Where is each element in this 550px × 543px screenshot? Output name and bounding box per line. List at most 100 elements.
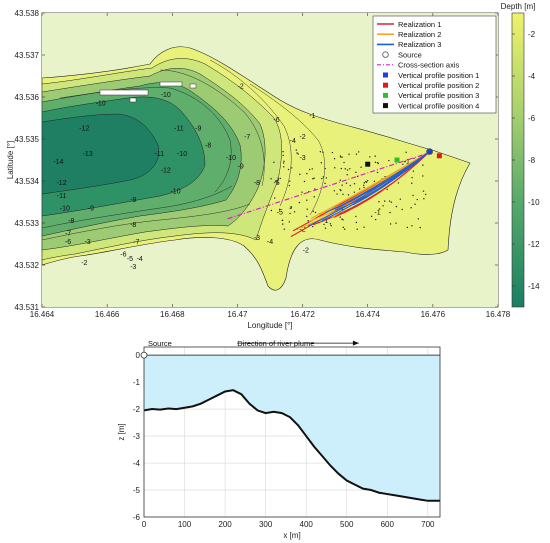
map-x-tick-label: 16.472	[290, 310, 315, 319]
shoal-dot	[353, 183, 356, 185]
shoal-dot	[366, 180, 369, 182]
shoal-dot	[314, 211, 317, 214]
contour-line	[249, 83, 325, 216]
colorbar-tick-label: -8	[528, 156, 536, 165]
shoal-dot	[321, 177, 323, 180]
water-column-area	[144, 355, 440, 501]
colorbar: Depth [m] -2 -4 -6 -8 -10 -12 -14	[501, 2, 540, 308]
plume-direction-arrowhead	[352, 340, 359, 346]
shoal-dot	[342, 219, 344, 221]
legend-label: Vertical profile position 2	[398, 81, 479, 90]
shoal-dot	[378, 201, 380, 203]
shoal-dot	[324, 227, 327, 229]
plume-track	[337, 151, 430, 208]
contour-label: -10	[96, 100, 106, 107]
shoal-dot	[312, 210, 314, 213]
map-x-tick-label: 16.47	[227, 310, 248, 319]
contour-label: -2	[238, 84, 244, 91]
shoal-dot	[349, 184, 352, 187]
shoal-dot	[411, 182, 413, 184]
source-marker	[140, 351, 148, 359]
shoal-dot	[290, 206, 292, 208]
shoal-dot	[345, 182, 348, 184]
colorbar-tick-label: -6	[528, 114, 536, 123]
map-y-axis: 43.531 43.532 43.533 43.534 43.535 43.536 43.5…	[15, 9, 498, 312]
profile-y-axis: 0 -1 -2 -3 -4 -5 -6	[133, 351, 141, 522]
contour-label: -2	[81, 260, 87, 267]
map-y-tick-label: 43.534	[15, 177, 40, 186]
legend-label: Realization 1	[398, 20, 441, 29]
contour-label: -7	[65, 231, 71, 238]
contour-label: -8	[254, 180, 260, 187]
shoal-dot	[282, 150, 284, 153]
shoal-dot	[282, 162, 285, 164]
shoal-dot	[339, 216, 341, 218]
contour-label: -8	[68, 218, 74, 225]
shoal-dot	[322, 176, 325, 178]
legend-item: Vertical profile position 3	[383, 91, 479, 100]
shoal-dot	[289, 212, 291, 215]
contour-label: -7	[133, 239, 139, 246]
shoal-dot	[382, 205, 384, 207]
shoal-dot	[344, 228, 346, 230]
shoal-dot	[287, 168, 290, 171]
shoal-dot	[289, 180, 291, 182]
shoal-dot	[279, 177, 281, 180]
contour-label: -9	[88, 205, 94, 212]
plume-track	[353, 151, 430, 200]
map-x-axis: 16.464 16.466 16.468 16.47 16.472 16.474 16.47…	[30, 13, 511, 319]
shoal-dot	[370, 215, 373, 218]
contour-label: -12	[161, 168, 171, 175]
contour-label: -11	[154, 151, 164, 158]
contour-label: -6	[273, 117, 279, 124]
shoal-dot	[313, 177, 315, 179]
contour-label: -9	[195, 126, 201, 133]
shoal-dot	[276, 182, 279, 184]
map-x-tick-label: 16.478	[486, 310, 511, 319]
shoal-dot	[311, 225, 314, 228]
shoal-dot	[298, 201, 301, 204]
shoal-dot	[412, 194, 414, 197]
shoal-dot	[319, 151, 322, 153]
shoal-dot	[342, 193, 344, 195]
colorbar-tick-label: -12	[528, 240, 540, 249]
shoal-dot	[270, 209, 273, 212]
shoal-dot	[341, 156, 343, 158]
profile-position-marker	[365, 161, 371, 167]
contour-label: -3	[299, 155, 305, 162]
contour-label: -8	[130, 222, 136, 229]
shoal-dot	[399, 198, 402, 200]
breakwater	[99, 89, 149, 96]
shoal-dot	[358, 151, 360, 153]
shoal-dot	[417, 218, 419, 220]
contour-label: -11	[174, 126, 184, 133]
legend-item: Vertical profile position 2	[383, 81, 479, 90]
shoal-dot	[288, 221, 290, 223]
shoal-dot	[290, 207, 293, 209]
shoal-dot	[355, 215, 357, 218]
shoal-dot	[342, 226, 345, 229]
shoal-dot	[411, 176, 413, 179]
colorbar-tick-label: -2	[528, 30, 536, 39]
shoal-dot	[349, 168, 351, 170]
shoal-dot	[424, 193, 427, 196]
profile-y-tick-label: -2	[133, 405, 141, 414]
shoal-dot	[363, 226, 365, 228]
shoal-dot	[355, 171, 357, 174]
profile-panel: Source Direction of river plume 0 100 200 3…	[117, 339, 441, 540]
shoal-dot	[422, 164, 424, 166]
source-marker	[426, 148, 434, 156]
legend-item: Vertical profile position 1	[383, 71, 479, 80]
bathymetry-contours	[42, 13, 498, 307]
contour-label: -6	[65, 239, 71, 246]
map-y-tick-label: 43.538	[15, 9, 40, 18]
shoal-dot	[389, 211, 391, 214]
profile-x-tick-label: 600	[381, 520, 395, 529]
legend-label: Realization 2	[398, 30, 441, 39]
breakwater	[189, 83, 197, 89]
shoal-dot	[291, 167, 293, 169]
shoal-dot	[341, 218, 343, 220]
shoal-dot	[374, 218, 377, 221]
shoal-dot	[341, 184, 343, 186]
legend-label: Vertical profile position 1	[398, 71, 479, 80]
